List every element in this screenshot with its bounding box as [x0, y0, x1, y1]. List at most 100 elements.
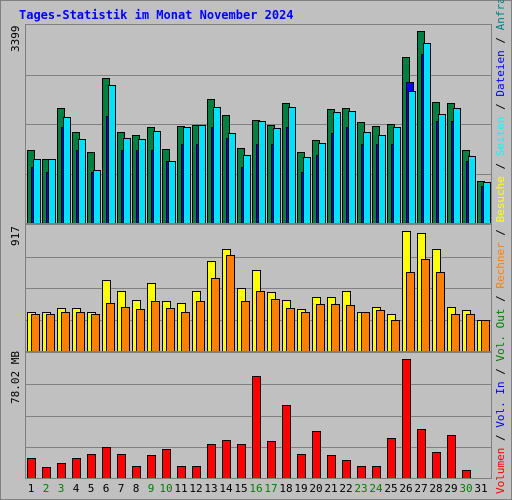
- x-tick-label: 12: [189, 482, 203, 495]
- volumen-bar-22: [342, 460, 351, 478]
- x-tick-label: 8: [132, 482, 140, 495]
- legend-text: Vol. Out: [494, 308, 507, 362]
- volumen-bar-27: [417, 429, 426, 478]
- rechner-bar-5: [91, 314, 100, 351]
- x-tick-label: 6: [102, 482, 110, 495]
- seiten-bar-14: [228, 133, 236, 223]
- legend-text: Vol. In: [494, 381, 507, 428]
- rechner-bar-4: [76, 312, 85, 351]
- rechner-bar-9: [151, 301, 160, 351]
- volumen-bar-17: [267, 441, 276, 478]
- seiten-bar-19: [303, 157, 311, 223]
- page-title: Tages-Statistik im Monat November 2024: [19, 8, 294, 22]
- seiten-bar-7: [123, 138, 131, 223]
- rechner-bar-8: [136, 309, 145, 351]
- x-tick-label: 24: [369, 482, 383, 495]
- x-tick-label: 20: [309, 482, 323, 495]
- legend-text: /: [494, 361, 507, 382]
- legend-text: /: [494, 156, 507, 177]
- rechner-bar-10: [166, 308, 175, 351]
- rechner-bar-2: [46, 314, 55, 351]
- seiten-bar-18: [288, 107, 296, 223]
- volumen-bar-19: [297, 454, 306, 478]
- seiten-bar-1: [33, 159, 41, 223]
- volumen-bar-28: [432, 452, 441, 478]
- seiten-bar-22: [348, 111, 356, 223]
- x-tick-label: 30: [459, 482, 473, 495]
- seiten-bar-29: [453, 108, 461, 223]
- seiten-bar-27: [423, 43, 431, 223]
- rechner-bar-23: [361, 312, 370, 351]
- volumen-bar-26: [402, 359, 411, 478]
- seiten-bar-24: [378, 135, 386, 223]
- volumen-bar-23: [357, 466, 366, 478]
- volume-panel: [25, 352, 492, 479]
- volumen-bar-25: [387, 438, 396, 478]
- seiten-bar-25: [393, 127, 401, 223]
- volumen-bar-14: [222, 440, 231, 478]
- rechner-bar-27: [421, 259, 430, 351]
- seiten-bar-13: [213, 107, 221, 223]
- volume-chart: [26, 359, 491, 478]
- rechner-bar-31: [481, 320, 490, 351]
- seiten-bar-30: [468, 156, 476, 223]
- seiten-bar-9: [153, 131, 161, 223]
- rechner-bar-17: [271, 299, 280, 351]
- rechner-bar-18: [286, 308, 295, 351]
- rechner-bar-19: [301, 312, 310, 351]
- seiten-bar-12: [198, 125, 206, 223]
- x-tick-label: 19: [294, 482, 308, 495]
- x-tick-label: 18: [279, 482, 293, 495]
- seiten-bar-4: [78, 139, 86, 223]
- volumen-bar-16: [252, 376, 261, 478]
- x-tick-label: 28: [429, 482, 443, 495]
- visits-chart: [26, 231, 491, 351]
- legend-text: Besuche: [494, 176, 507, 223]
- volumen-bar-18: [282, 405, 291, 478]
- seiten-bar-31: [483, 182, 491, 223]
- volumen-bar-20: [312, 431, 321, 478]
- seiten-bar-15: [243, 155, 251, 223]
- legend-text: Dateien: [494, 50, 507, 97]
- top-max-label: 3399: [9, 25, 22, 53]
- seiten-bar-3: [63, 117, 71, 223]
- seiten-bar-17: [273, 128, 281, 223]
- volumen-bar-9: [147, 455, 156, 478]
- requests-chart: [26, 31, 491, 223]
- x-tick-label: 31: [474, 482, 488, 495]
- legend-text: Seiten: [494, 116, 507, 157]
- rechner-bar-1: [31, 314, 40, 351]
- rechner-bar-16: [256, 291, 265, 351]
- volumen-bar-4: [72, 458, 81, 478]
- x-tick-label: 11: [174, 482, 188, 495]
- x-tick-label: 27: [414, 482, 428, 495]
- volumen-bar-30: [462, 470, 471, 478]
- x-tick-label: 21: [324, 482, 338, 495]
- volumen-bar-13: [207, 444, 216, 478]
- seiten-bar-21: [333, 112, 341, 223]
- legend-text: /: [494, 96, 507, 117]
- volumen-bar-8: [132, 466, 141, 478]
- rechner-bar-21: [331, 304, 340, 351]
- seiten-bar-2: [48, 159, 56, 223]
- volumen-bar-6: [102, 447, 111, 478]
- rechner-bar-7: [121, 307, 130, 351]
- x-tick-label: 26: [399, 482, 413, 495]
- legend-text: /: [494, 30, 507, 51]
- x-tick-label: 25: [384, 482, 398, 495]
- seiten-bar-26: [408, 91, 416, 223]
- volumen-bar-3: [57, 463, 66, 478]
- x-tick-label: 13: [204, 482, 218, 495]
- volumen-bar-12: [192, 466, 201, 478]
- x-axis: 1 2 3 4 5 6 7 8 9 10 11 12 13 14 15 16 17 18 19 20 21 22 23 24 2…: [25, 482, 490, 496]
- legend-text: Rechner: [494, 242, 507, 289]
- x-tick-label: 3: [57, 482, 65, 495]
- x-tick-label: 4: [72, 482, 80, 495]
- seiten-bar-11: [183, 127, 191, 223]
- rechner-bar-22: [346, 305, 355, 351]
- seiten-bar-5: [93, 170, 101, 223]
- x-tick-label: 2: [42, 482, 50, 495]
- legend-right: Volumen / Vol. In / Vol. Out / Rechner /…: [494, 0, 507, 494]
- volumen-bar-21: [327, 455, 336, 478]
- volumen-bar-15: [237, 444, 246, 478]
